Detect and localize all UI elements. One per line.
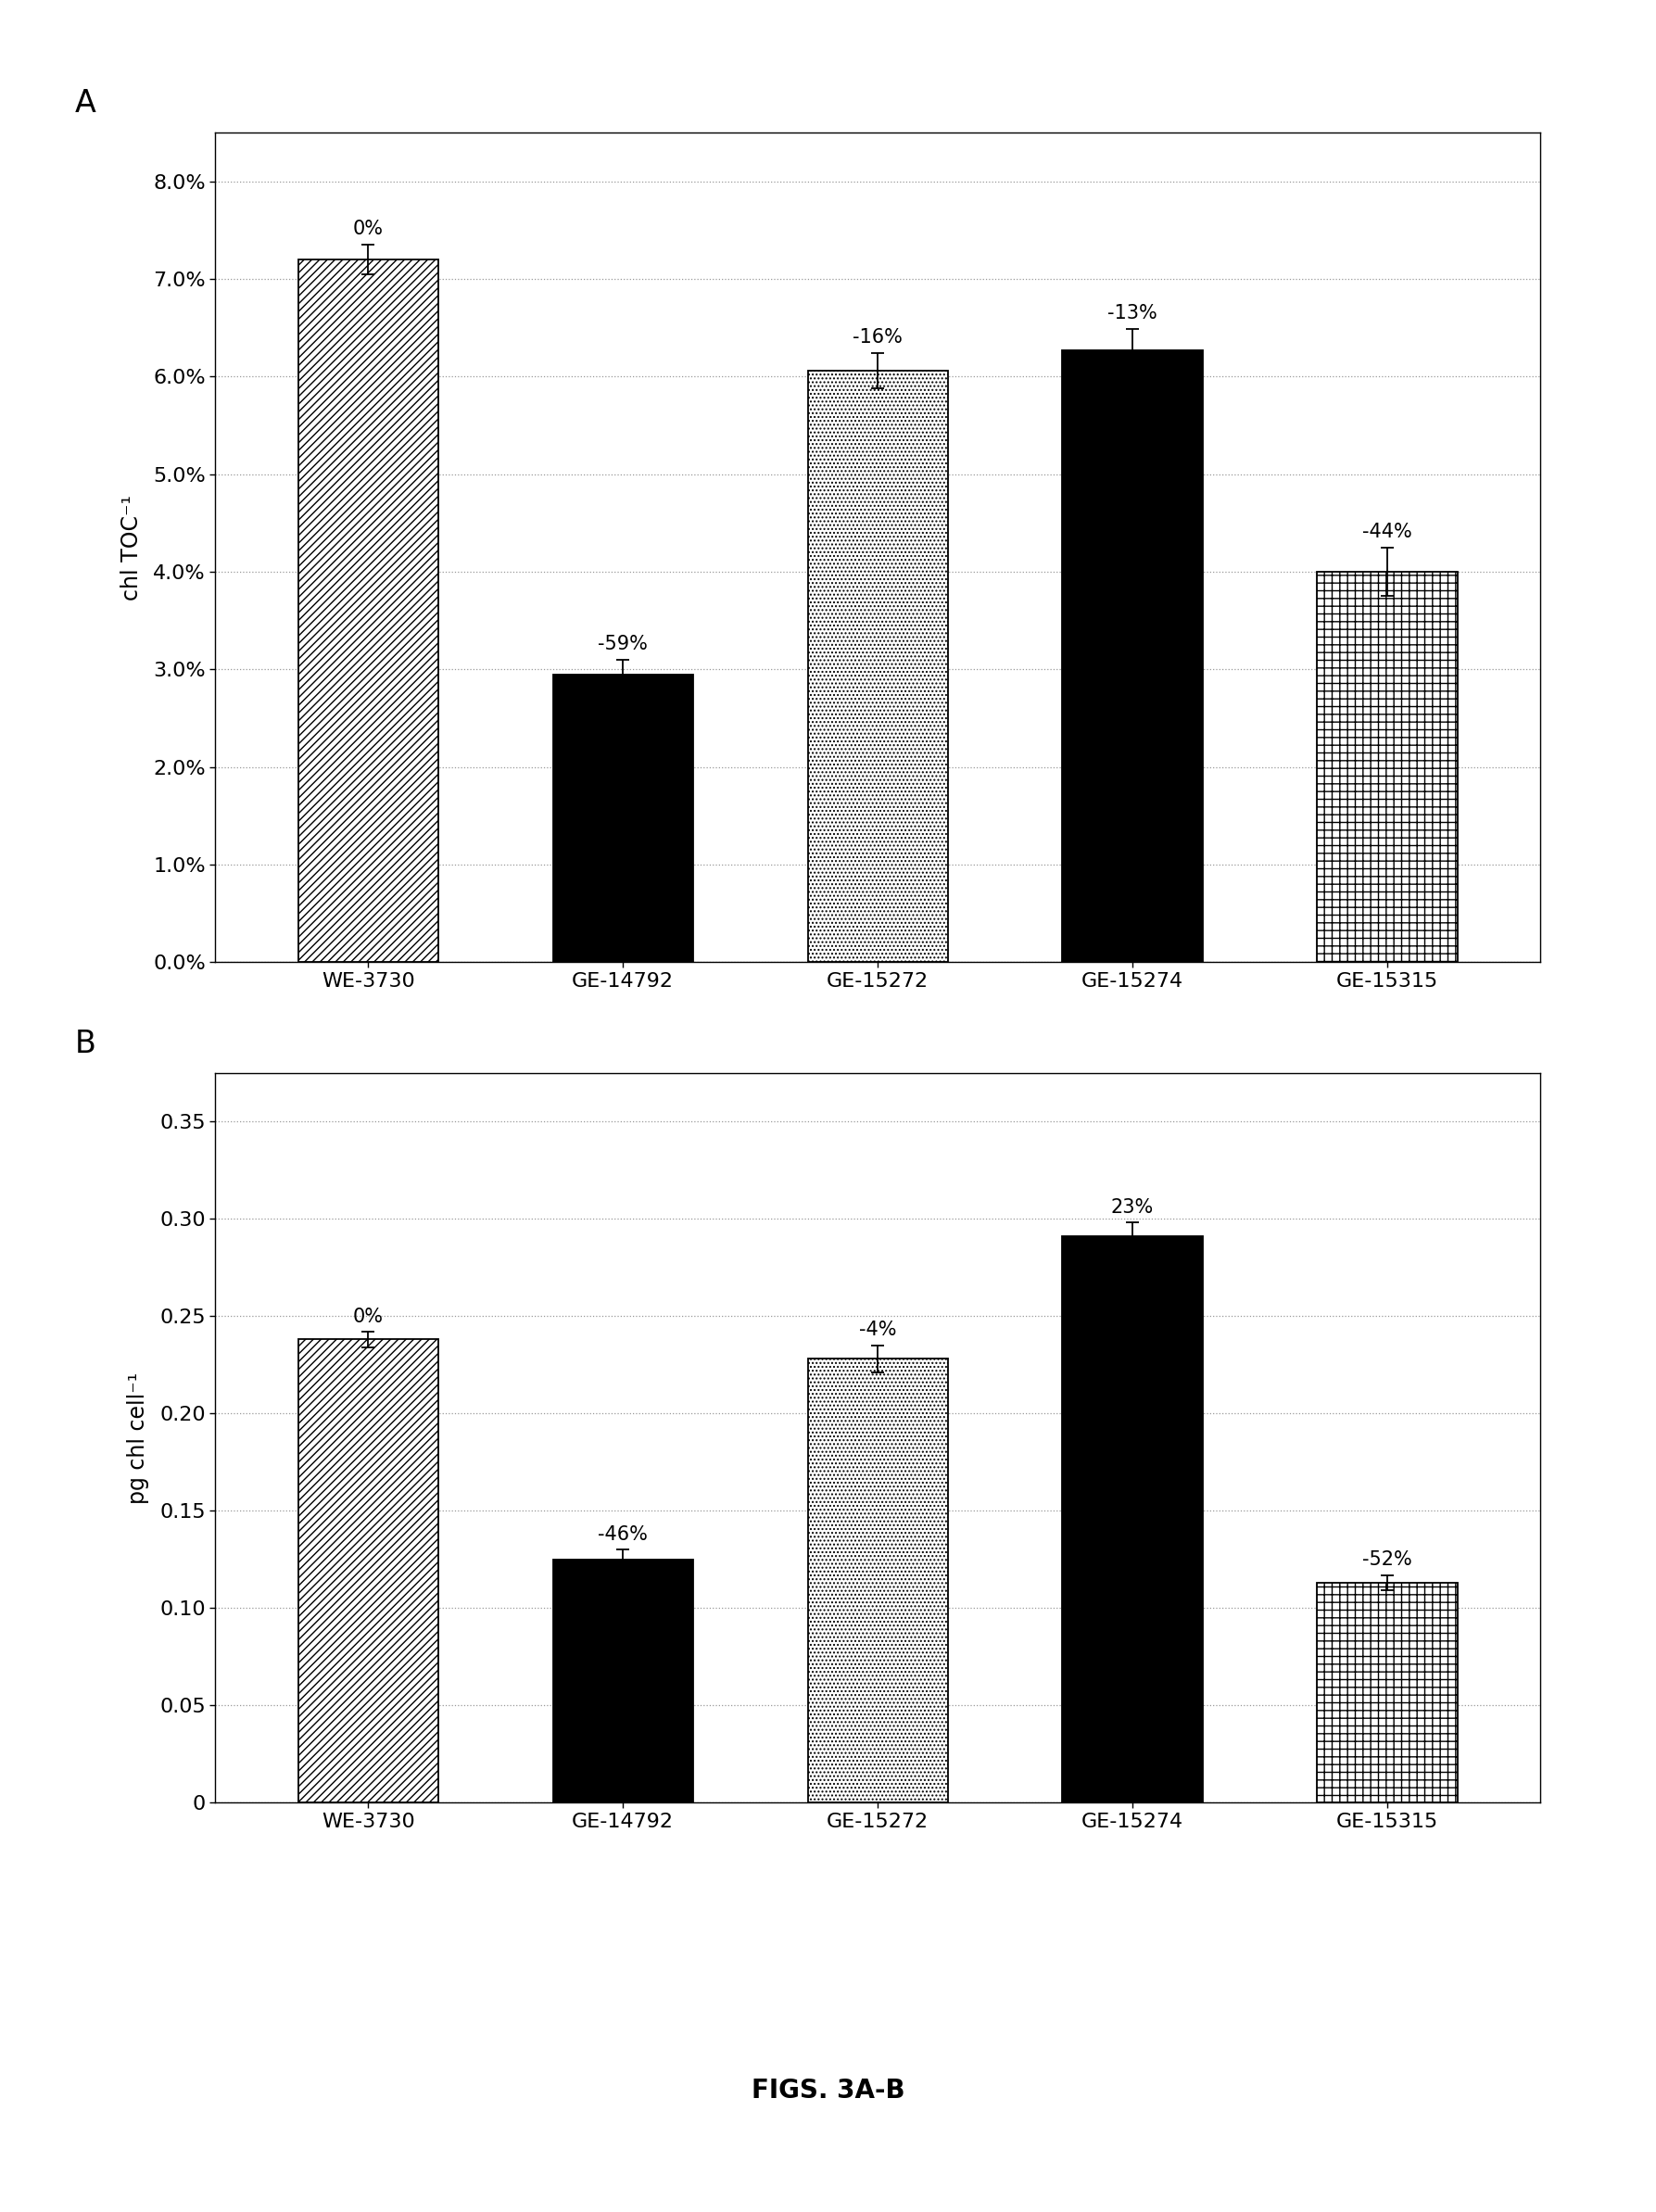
- Bar: [298, 1340, 439, 1803]
- Text: -16%: -16%: [853, 327, 903, 347]
- Text: -52%: -52%: [1363, 1551, 1413, 1568]
- Text: 0%: 0%: [353, 219, 384, 239]
- Bar: [298, 259, 439, 962]
- Y-axis label: chl TOC⁻¹: chl TOC⁻¹: [121, 495, 142, 599]
- Text: -44%: -44%: [1363, 522, 1413, 542]
- Text: -59%: -59%: [598, 635, 647, 653]
- Text: FIGS. 3A-B: FIGS. 3A-B: [752, 2077, 904, 2104]
- Text: -4%: -4%: [859, 1321, 896, 1340]
- Text: A: A: [75, 88, 96, 119]
- Bar: [808, 1358, 947, 1803]
- Bar: [1063, 349, 1202, 962]
- Bar: [553, 675, 692, 962]
- Y-axis label: pg chl cell⁻¹: pg chl cell⁻¹: [128, 1371, 149, 1504]
- Bar: [553, 1559, 692, 1803]
- Text: 0%: 0%: [353, 1307, 384, 1325]
- Bar: [1317, 1584, 1457, 1803]
- Text: B: B: [75, 1029, 96, 1060]
- Bar: [1317, 573, 1457, 962]
- Bar: [808, 372, 947, 962]
- Bar: [1063, 1237, 1202, 1803]
- Text: 23%: 23%: [1111, 1199, 1154, 1217]
- Text: -13%: -13%: [1108, 303, 1158, 323]
- Text: -46%: -46%: [598, 1526, 647, 1544]
